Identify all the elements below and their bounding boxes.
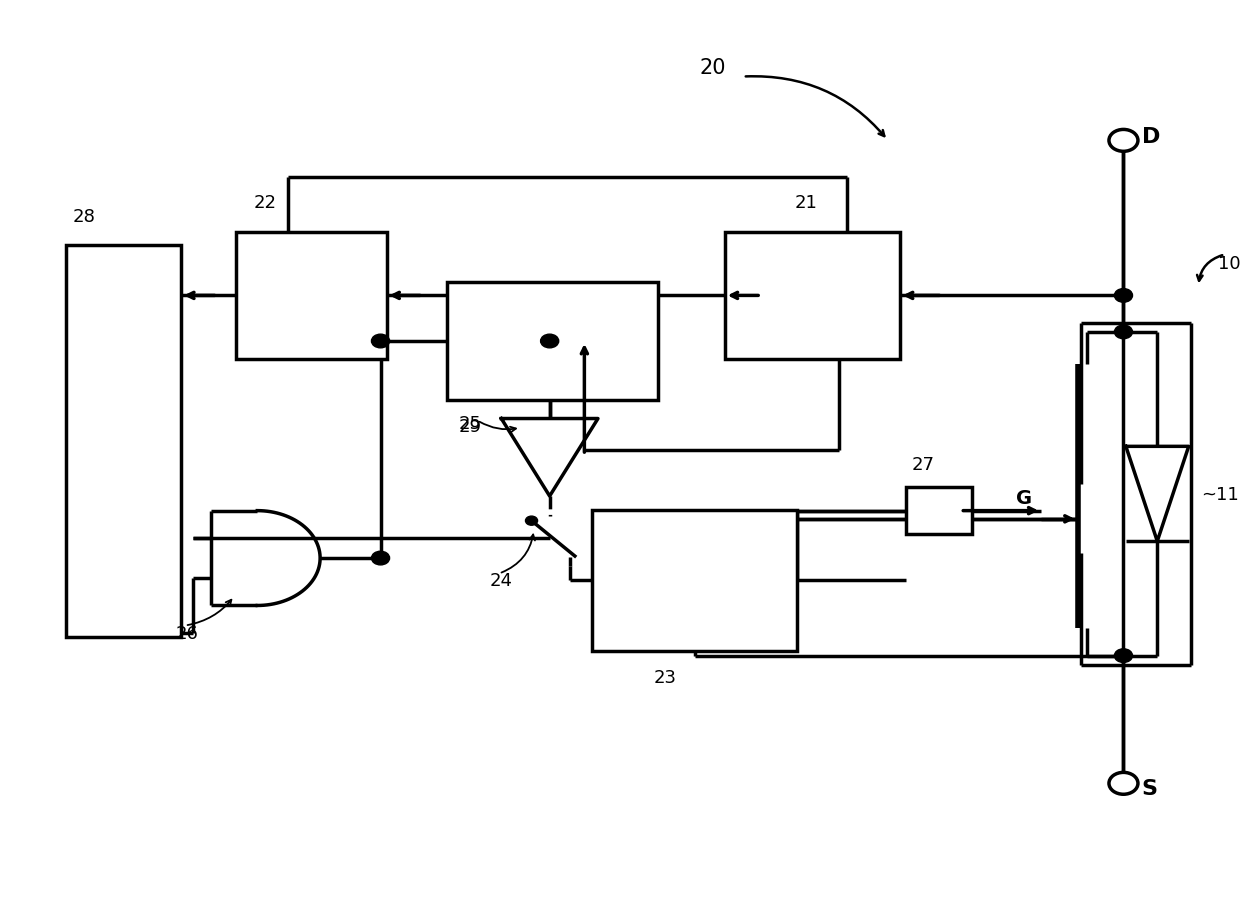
- Circle shape: [372, 552, 389, 565]
- Text: 21: 21: [795, 194, 817, 212]
- Text: 24: 24: [490, 571, 512, 589]
- Circle shape: [1115, 290, 1132, 303]
- Polygon shape: [1126, 447, 1189, 541]
- Circle shape: [1115, 326, 1132, 340]
- Text: 27: 27: [913, 456, 935, 474]
- Circle shape: [1109, 130, 1138, 152]
- Text: 28: 28: [72, 208, 95, 226]
- Bar: [446, 282, 658, 401]
- Polygon shape: [501, 419, 598, 496]
- Circle shape: [526, 517, 538, 526]
- Circle shape: [1115, 649, 1132, 663]
- Circle shape: [1109, 773, 1138, 794]
- Text: ~11: ~11: [1200, 486, 1239, 503]
- Text: 20: 20: [699, 58, 725, 78]
- Text: 25: 25: [459, 415, 482, 433]
- Circle shape: [541, 335, 559, 349]
- Bar: [906, 487, 972, 535]
- Text: 22: 22: [254, 194, 277, 212]
- Text: 29: 29: [459, 417, 482, 435]
- Text: D: D: [1142, 127, 1159, 147]
- Bar: [67, 246, 181, 638]
- Bar: [236, 232, 387, 360]
- Text: S: S: [1142, 778, 1158, 798]
- Text: 23: 23: [653, 668, 677, 686]
- Text: G: G: [1016, 489, 1032, 507]
- Text: 10: 10: [1218, 255, 1240, 273]
- Bar: [725, 232, 900, 360]
- Circle shape: [372, 335, 389, 349]
- Text: 26: 26: [175, 624, 198, 642]
- Bar: [591, 510, 797, 651]
